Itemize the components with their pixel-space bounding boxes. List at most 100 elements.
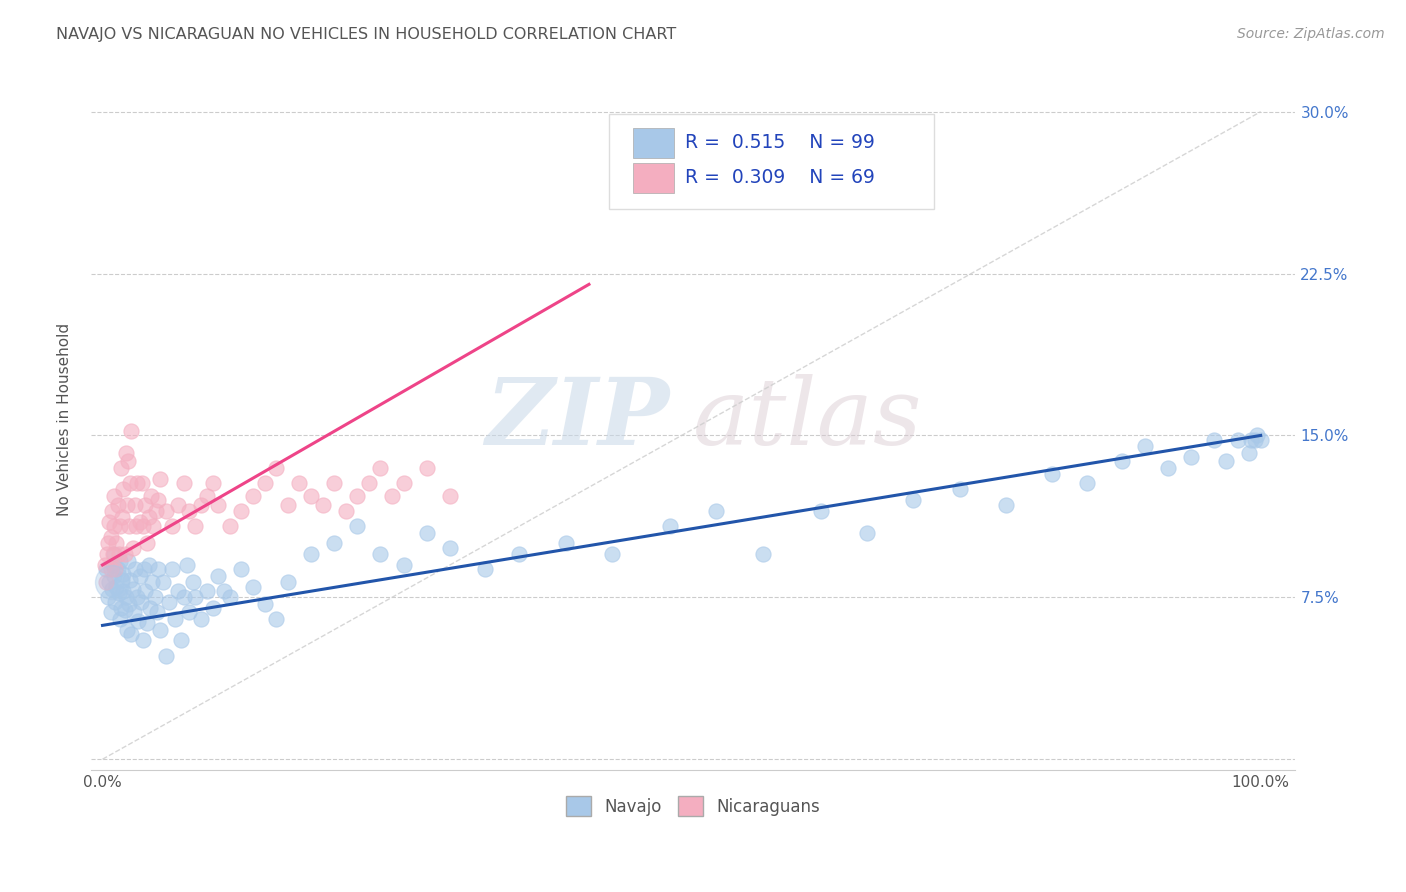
Point <box>132 633 155 648</box>
Point <box>277 498 299 512</box>
Point <box>131 475 153 490</box>
Point <box>114 547 136 561</box>
Point <box>111 510 134 524</box>
Point <box>288 475 311 490</box>
Point <box>146 493 169 508</box>
Point <box>129 594 152 608</box>
Point <box>115 623 138 637</box>
Point <box>110 601 132 615</box>
Point <box>170 633 193 648</box>
Point <box>128 568 150 582</box>
Point <box>994 498 1017 512</box>
Point <box>120 573 142 587</box>
Point <box>166 583 188 598</box>
Point <box>346 519 368 533</box>
Point <box>97 536 120 550</box>
Point <box>323 475 346 490</box>
Point <box>107 562 129 576</box>
Point <box>135 616 157 631</box>
Point <box>104 562 127 576</box>
Text: R =  0.515    N = 99: R = 0.515 N = 99 <box>685 134 875 153</box>
Point <box>107 586 129 600</box>
Point <box>146 606 169 620</box>
Point <box>903 493 925 508</box>
Point <box>190 612 212 626</box>
Point <box>219 591 242 605</box>
Point <box>118 519 141 533</box>
Y-axis label: No Vehicles in Household: No Vehicles in Household <box>58 323 72 516</box>
Point <box>416 460 439 475</box>
Legend: Navajo, Nicaraguans: Navajo, Nicaraguans <box>558 788 828 825</box>
Point <box>108 519 131 533</box>
Point <box>370 460 392 475</box>
Point <box>357 475 380 490</box>
Point <box>134 498 156 512</box>
Point <box>124 562 146 576</box>
Point <box>392 558 415 572</box>
Point <box>101 582 124 596</box>
Point <box>97 591 120 605</box>
Point <box>108 612 131 626</box>
Text: ZIP: ZIP <box>485 375 669 464</box>
Point <box>1250 433 1272 447</box>
Point <box>212 583 235 598</box>
Point <box>104 594 127 608</box>
Point <box>160 519 183 533</box>
Point <box>117 554 139 568</box>
Point <box>94 575 117 590</box>
Point <box>112 583 135 598</box>
Point <box>253 597 276 611</box>
Point <box>125 519 148 533</box>
Point <box>160 562 183 576</box>
Text: NAVAJO VS NICARAGUAN NO VEHICLES IN HOUSEHOLD CORRELATION CHART: NAVAJO VS NICARAGUAN NO VEHICLES IN HOUS… <box>56 27 676 42</box>
Point <box>264 612 287 626</box>
Point <box>165 612 187 626</box>
Point <box>115 498 138 512</box>
Point <box>117 454 139 468</box>
Point <box>751 547 773 561</box>
Point <box>1226 433 1249 447</box>
Point <box>659 519 682 533</box>
Point <box>124 498 146 512</box>
Point <box>128 515 150 529</box>
Point <box>138 510 160 524</box>
Point <box>121 627 143 641</box>
Point <box>242 580 264 594</box>
Point <box>101 575 124 590</box>
Point <box>135 536 157 550</box>
Point <box>207 568 229 582</box>
Point <box>277 575 299 590</box>
Point <box>173 475 195 490</box>
Point <box>100 606 122 620</box>
Point <box>155 504 177 518</box>
Point <box>1180 450 1202 464</box>
Point <box>134 562 156 576</box>
Text: R =  0.309    N = 69: R = 0.309 N = 69 <box>685 169 875 187</box>
Point <box>103 547 125 561</box>
Point <box>94 562 117 576</box>
Point <box>114 603 136 617</box>
Point <box>392 475 415 490</box>
Point <box>173 591 195 605</box>
Point <box>122 606 145 620</box>
Point <box>1111 454 1133 468</box>
Point <box>231 562 253 576</box>
Point <box>105 536 128 550</box>
Point <box>706 504 728 518</box>
Point <box>195 489 218 503</box>
Point <box>1246 428 1268 442</box>
Point <box>381 489 404 503</box>
Point <box>1237 446 1260 460</box>
Point <box>190 498 212 512</box>
Point <box>121 424 143 438</box>
Point <box>1157 460 1180 475</box>
Point <box>207 498 229 512</box>
Point <box>201 601 224 615</box>
Point <box>439 541 461 555</box>
Point <box>323 536 346 550</box>
Point <box>118 597 141 611</box>
Point <box>132 519 155 533</box>
Point <box>311 498 333 512</box>
Point <box>127 614 149 628</box>
Point <box>1133 439 1156 453</box>
